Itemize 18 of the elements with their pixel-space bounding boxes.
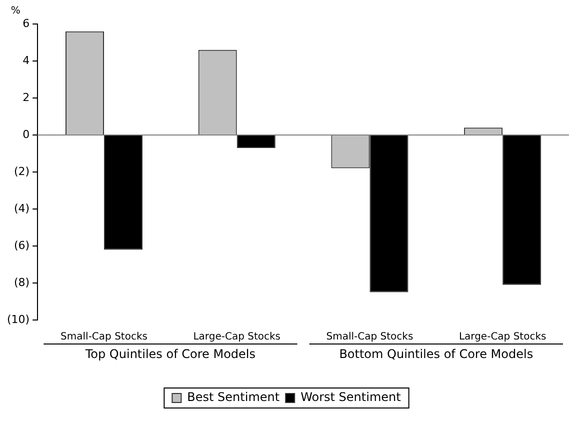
x-tick-label: Small-Cap Stocks — [326, 332, 414, 343]
y-axis-title: % — [10, 6, 20, 17]
y-tick-label: (2) — [14, 164, 30, 178]
legend-label: Best Sentiment — [187, 390, 280, 404]
text: Bottom Quintiles of Core Models — [339, 347, 534, 362]
y-tick-label: 4 — [22, 54, 30, 67]
legend-label: Worst Sentiment — [300, 390, 402, 404]
y-tick-label: (8) — [14, 276, 30, 289]
y-tick-label: 2 — [22, 90, 30, 104]
x-tick-label: Small-Cap Stocks — [60, 332, 148, 343]
y-tick-label: (6) — [14, 238, 30, 252]
y-tick-label: 0 — [22, 128, 30, 141]
text: Top Quintiles of Core Models — [84, 347, 256, 362]
y-tick-label: 6 — [22, 16, 30, 30]
x-tick-label: Large-Cap Stocks — [193, 332, 280, 343]
y-tick-label: (10) — [6, 312, 30, 326]
x-tick-label: Large-Cap Stocks — [458, 332, 546, 343]
y-tick-label: (4) — [14, 202, 30, 215]
